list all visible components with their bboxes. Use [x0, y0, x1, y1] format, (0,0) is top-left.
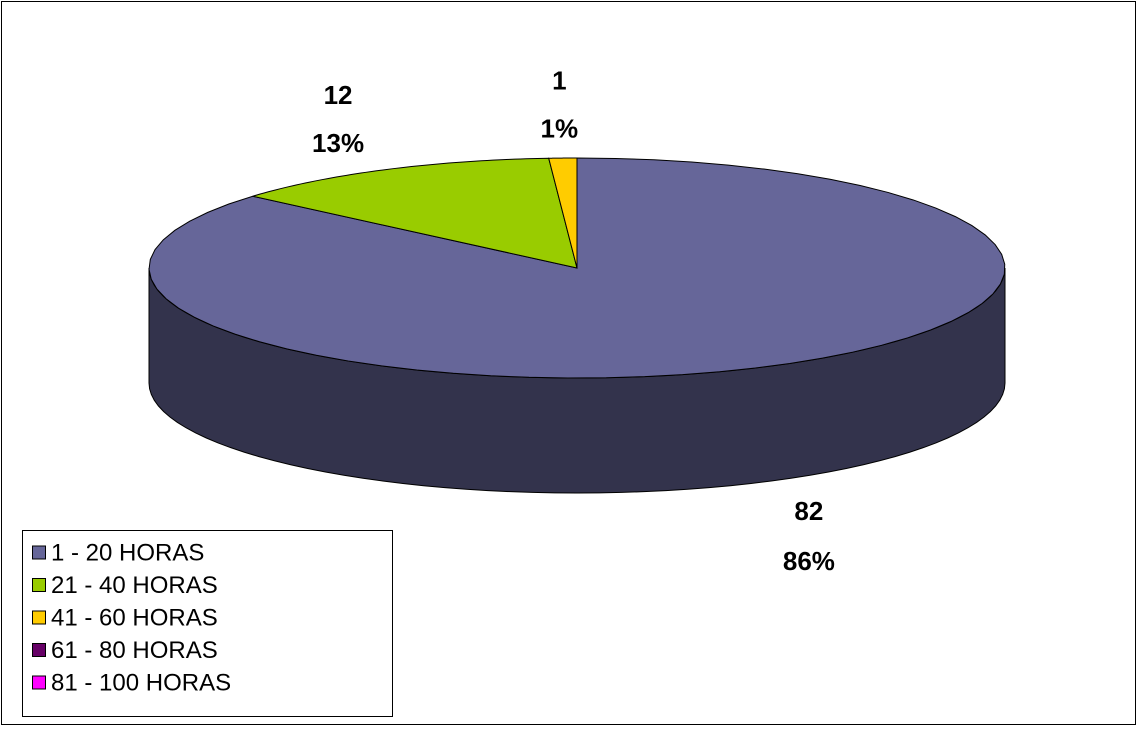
slice [252, 157, 578, 269]
percent-label: 1% [541, 113, 579, 143]
legend-swatch [32, 675, 46, 690]
legend-box [22, 530, 393, 717]
legend-swatch [32, 610, 46, 625]
data-label: 82 [794, 496, 823, 526]
legend-label: 61 - 80 HORAS [51, 637, 218, 664]
legend-swatch [32, 545, 46, 560]
legend-swatch [32, 578, 46, 592]
data-label: 12 [324, 80, 353, 110]
percent-label: 13% [312, 128, 364, 158]
percent-label: 86% [783, 546, 835, 576]
legend-label: 21 - 40 HORAS [51, 572, 218, 599]
data-label: 1 [552, 65, 566, 95]
legend-label: 81 - 100 HORAS [51, 669, 231, 696]
legend-swatch [32, 643, 46, 657]
legend-label: 1 - 20 HORAS [51, 539, 204, 566]
slice [548, 157, 578, 269]
legend-label: 41 - 60 HORAS [51, 604, 218, 631]
